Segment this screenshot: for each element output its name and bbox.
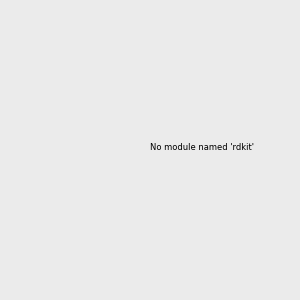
Text: No module named 'rdkit': No module named 'rdkit' (150, 143, 254, 152)
